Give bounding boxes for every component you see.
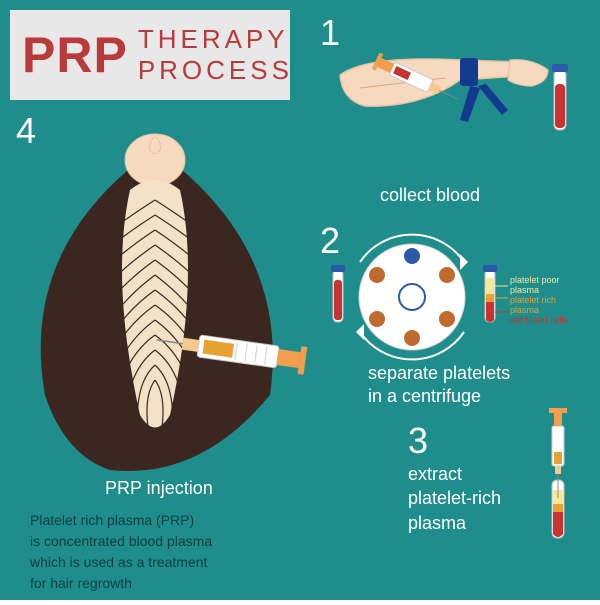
step2-caption: separate platelets in a centrifuge: [368, 362, 510, 409]
step4-number: 4: [16, 110, 36, 152]
legend-rbc: red blood cells: [510, 316, 598, 326]
step3-caption-l3: plasma: [408, 511, 501, 535]
title-line2: PROCESS: [138, 55, 293, 86]
title-line1: THERAPY: [138, 24, 293, 55]
title-box: PRP THERAPY PROCESS: [10, 10, 290, 100]
title-prp: PRP: [22, 26, 128, 84]
footer-l1: Platelet rich plasma (PRP): [30, 510, 212, 531]
step4-caption: PRP injection: [105, 478, 213, 499]
infographic-canvas: PRP THERAPY PROCESS 1 2 3 4 collect bloo…: [0, 0, 600, 600]
step1-number: 1: [320, 12, 340, 54]
step3-number: 3: [408, 420, 428, 462]
step3-caption-l1: extract: [408, 462, 501, 486]
footer-text: Platelet rich plasma (PRP) is concentrat…: [30, 510, 212, 594]
step2-caption-l1: separate platelets: [368, 362, 510, 385]
step2-caption-l2: in a centrifuge: [368, 385, 510, 408]
footer-l2: is concentrated blood plasma: [30, 531, 212, 552]
step3-caption-l2: platelet-rich: [408, 486, 501, 510]
legend: platelet poor plasma platelet rich plasm…: [510, 276, 598, 325]
step3-caption: extract platelet-rich plasma: [408, 462, 501, 535]
footer-l3: which is used as a treatment: [30, 552, 212, 573]
footer-l4: for hair regrowth: [30, 573, 212, 594]
step1-caption: collect blood: [380, 185, 480, 206]
step2-number: 2: [320, 220, 340, 262]
